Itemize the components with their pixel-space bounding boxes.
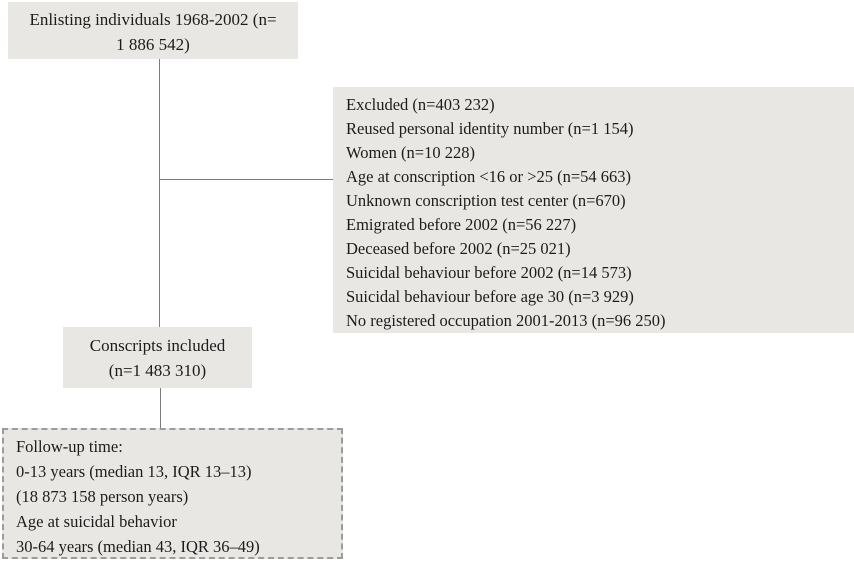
followup-line: Age at suicidal behavior bbox=[16, 512, 177, 531]
excluded-box: Excluded (n=403 232) Reused personal ide… bbox=[333, 87, 854, 333]
included-box-line: (n=1 483 310) bbox=[108, 361, 207, 380]
included-box-line: Conscripts included bbox=[89, 336, 226, 355]
followup-line: 30-64 years (median 43, IQR 36–49) bbox=[16, 537, 260, 556]
followup-line: (18 873 158 person years) bbox=[16, 487, 189, 506]
connector-horizontal-to-excluded bbox=[159, 179, 333, 180]
excluded-line: Excluded (n=403 232) bbox=[346, 95, 495, 114]
conscripts-included-box: Conscripts included (n=1 483 310) bbox=[63, 327, 252, 388]
excluded-line: Suicidal behaviour before age 30 (n=3 92… bbox=[346, 287, 634, 306]
connector-vertical-top bbox=[159, 59, 160, 327]
excluded-line: No registered occupation 2001-2013 (n=96… bbox=[346, 311, 666, 330]
excluded-line: Emigrated before 2002 (n=56 227) bbox=[346, 215, 577, 234]
enlisting-individuals-box: Enlisting individuals 1968-2002 (n= 1 88… bbox=[8, 2, 298, 59]
followup-line: 0-13 years (median 13, IQR 13–13) bbox=[16, 462, 252, 481]
excluded-line: Age at conscription <16 or >25 (n=54 663… bbox=[346, 167, 631, 186]
followup-line: Follow-up time: bbox=[16, 437, 123, 456]
enlisting-box-line: Enlisting individuals 1968-2002 (n= bbox=[29, 10, 277, 29]
followup-time-box: Follow-up time: 0-13 years (median 13, I… bbox=[2, 428, 343, 559]
excluded-line: Unknown conscription test center (n=670) bbox=[346, 191, 626, 210]
excluded-line: Suicidal behaviour before 2002 (n=14 573… bbox=[346, 263, 632, 282]
connector-vertical-bottom bbox=[160, 388, 161, 428]
excluded-line: Deceased before 2002 (n=25 021) bbox=[346, 239, 571, 258]
enlisting-box-line: 1 886 542) bbox=[116, 35, 190, 54]
excluded-line: Reused personal identity number (n=1 154… bbox=[346, 119, 634, 138]
excluded-line: Women (n=10 228) bbox=[346, 143, 475, 162]
